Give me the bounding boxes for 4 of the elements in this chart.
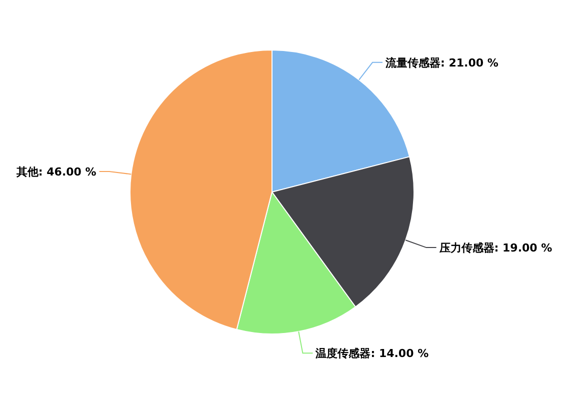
slice-label: 温度传感器: 14.00 % (314, 346, 429, 360)
slice-label: 其他: 46.00 % (15, 165, 96, 178)
slice-label: 流量传感器: 21.00 % (384, 56, 498, 70)
slice-label: 压力传感器: 19.00 % (438, 241, 552, 254)
